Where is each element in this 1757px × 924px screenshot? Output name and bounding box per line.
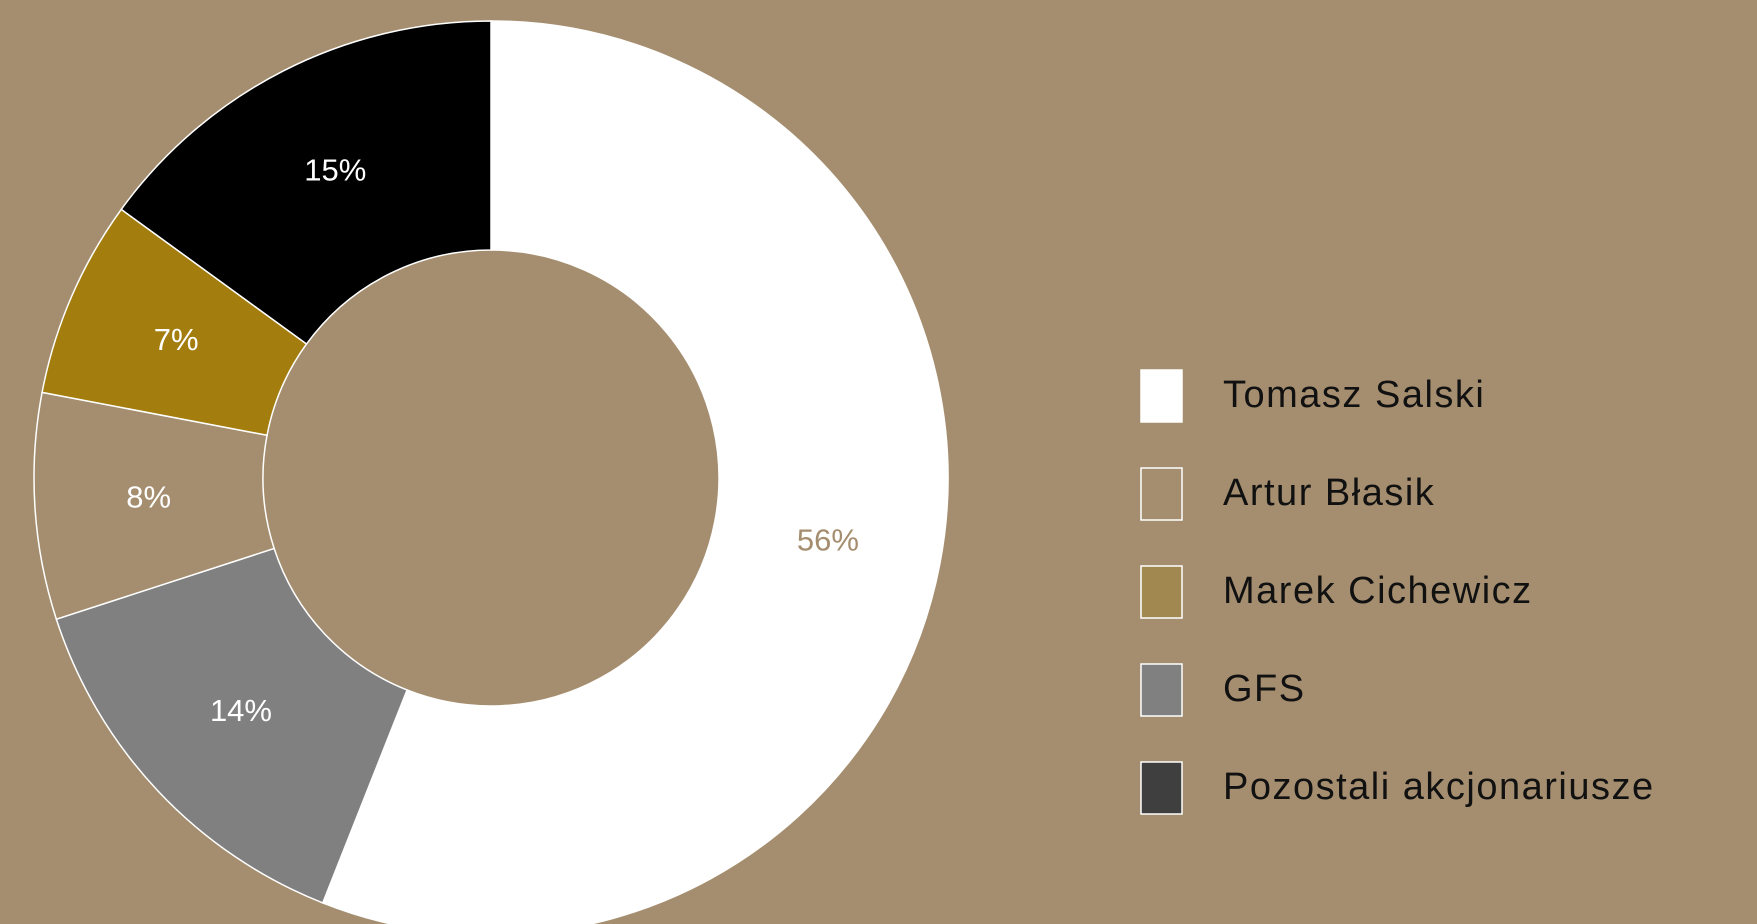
legend-label: Tomasz Salski	[1223, 374, 1485, 416]
legend-swatch	[1140, 663, 1183, 717]
legend-swatch	[1140, 565, 1183, 619]
slice-label: 15%	[304, 153, 366, 188]
legend-label: Pozostali akcjonariusze	[1223, 766, 1655, 808]
slice-label: 7%	[154, 322, 199, 357]
legend-label: Marek Cichewicz	[1223, 570, 1533, 612]
legend-swatch	[1140, 761, 1183, 815]
slice	[55, 547, 409, 904]
slice	[321, 20, 949, 924]
slice-label: 56%	[797, 522, 859, 557]
legend-label: Artur Błasik	[1223, 472, 1435, 514]
slice-label: 14%	[210, 693, 272, 728]
legend-swatch	[1140, 369, 1183, 423]
legend-label: GFS	[1223, 668, 1306, 710]
slice-label: 8%	[126, 480, 171, 515]
legend-swatch	[1140, 467, 1183, 521]
slice	[120, 20, 492, 346]
